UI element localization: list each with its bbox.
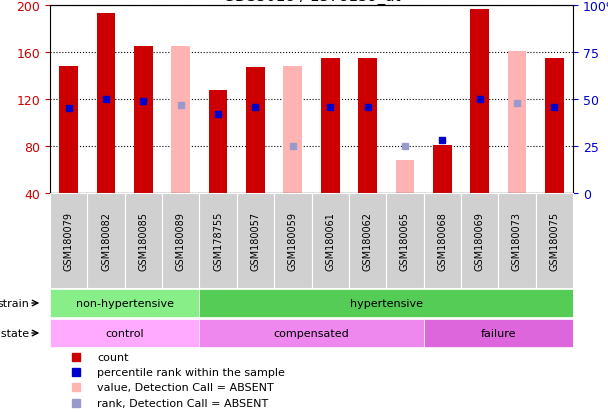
Text: GSM180082: GSM180082 — [101, 211, 111, 271]
FancyBboxPatch shape — [461, 194, 499, 288]
Text: strain: strain — [0, 298, 29, 308]
FancyBboxPatch shape — [499, 194, 536, 288]
Text: GSM180073: GSM180073 — [512, 211, 522, 271]
FancyBboxPatch shape — [50, 319, 199, 348]
Text: GSM180061: GSM180061 — [325, 211, 335, 270]
Bar — [545, 59, 564, 194]
Bar — [134, 47, 153, 194]
Text: count: count — [97, 353, 128, 363]
Text: failure: failure — [480, 328, 516, 338]
Bar — [171, 47, 190, 194]
Text: control: control — [105, 328, 144, 338]
FancyBboxPatch shape — [199, 289, 573, 318]
FancyBboxPatch shape — [311, 194, 349, 288]
Bar — [321, 59, 339, 194]
Bar — [246, 68, 265, 194]
Bar — [396, 161, 414, 194]
FancyBboxPatch shape — [274, 194, 311, 288]
Text: GSM180069: GSM180069 — [475, 211, 485, 270]
FancyBboxPatch shape — [199, 319, 424, 348]
Text: percentile rank within the sample: percentile rank within the sample — [97, 367, 285, 377]
FancyBboxPatch shape — [386, 194, 424, 288]
FancyBboxPatch shape — [349, 194, 386, 288]
Text: GSM180085: GSM180085 — [139, 211, 148, 271]
Text: GSM180062: GSM180062 — [362, 211, 373, 271]
Text: disease state: disease state — [0, 328, 29, 338]
Bar — [508, 52, 527, 194]
Text: hypertensive: hypertensive — [350, 298, 423, 308]
Text: rank, Detection Call = ABSENT: rank, Detection Call = ABSENT — [97, 399, 268, 408]
FancyBboxPatch shape — [237, 194, 274, 288]
Text: compensated: compensated — [274, 328, 350, 338]
Bar — [433, 145, 452, 194]
Bar — [358, 59, 377, 194]
Bar — [60, 67, 78, 194]
Text: GSM180079: GSM180079 — [64, 211, 74, 271]
Text: GSM180059: GSM180059 — [288, 211, 298, 271]
FancyBboxPatch shape — [424, 194, 461, 288]
Text: GSM180057: GSM180057 — [250, 211, 260, 271]
Text: GSM180089: GSM180089 — [176, 211, 186, 270]
FancyBboxPatch shape — [424, 319, 573, 348]
FancyBboxPatch shape — [199, 194, 237, 288]
Text: GSM180075: GSM180075 — [549, 211, 559, 271]
Title: GDS3018 / 1378139_at: GDS3018 / 1378139_at — [223, 0, 400, 5]
FancyBboxPatch shape — [88, 194, 125, 288]
Text: value, Detection Call = ABSENT: value, Detection Call = ABSENT — [97, 382, 274, 392]
FancyBboxPatch shape — [536, 194, 573, 288]
Text: non-hypertensive: non-hypertensive — [76, 298, 174, 308]
Bar — [97, 14, 116, 194]
Bar — [470, 9, 489, 194]
Bar — [209, 90, 227, 194]
FancyBboxPatch shape — [125, 194, 162, 288]
Text: GSM180068: GSM180068 — [437, 211, 447, 270]
FancyBboxPatch shape — [50, 289, 199, 318]
Bar — [283, 67, 302, 194]
FancyBboxPatch shape — [162, 194, 199, 288]
Text: GSM178755: GSM178755 — [213, 211, 223, 271]
Text: GSM180065: GSM180065 — [400, 211, 410, 271]
FancyBboxPatch shape — [50, 194, 88, 288]
